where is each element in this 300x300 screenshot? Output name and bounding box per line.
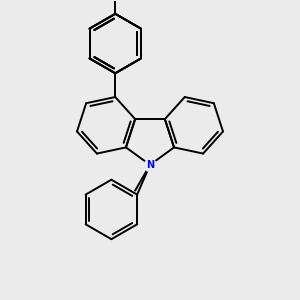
Text: N: N (146, 160, 154, 170)
Text: N: N (146, 160, 154, 170)
Text: N: N (146, 160, 154, 170)
